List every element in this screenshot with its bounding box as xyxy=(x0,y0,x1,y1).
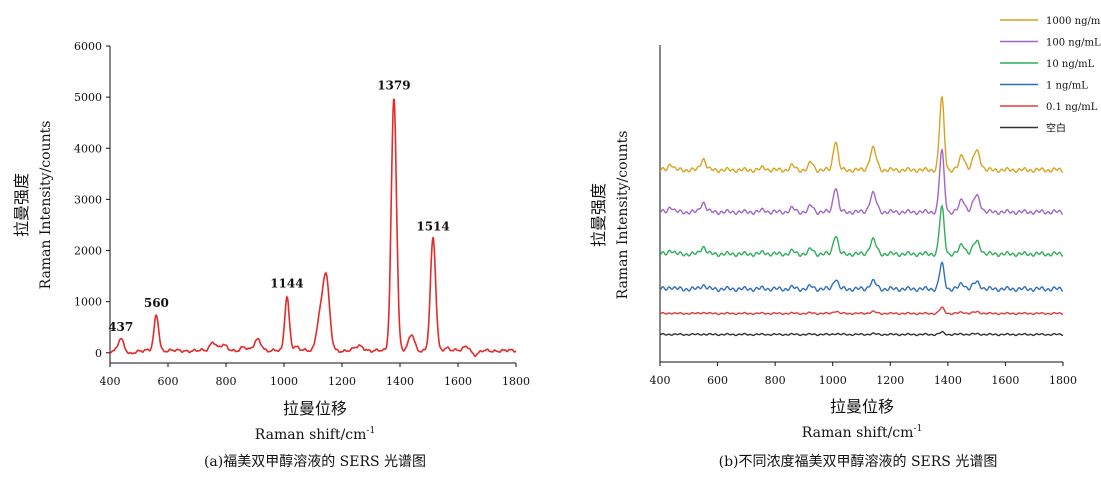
a-peak-label: 1379 xyxy=(377,79,410,93)
a-x-tick-label: 1400 xyxy=(386,375,414,388)
b-x-label-sup: -1 xyxy=(913,424,922,434)
a-y-tick-label: 3000 xyxy=(74,193,102,206)
b-series-line-5 xyxy=(659,330,1064,337)
a-y-label-en: Raman Intensity/counts xyxy=(38,121,54,290)
a-spectrum-line xyxy=(109,98,517,357)
a-x-label-en: Raman shift/cm-1 xyxy=(255,426,375,443)
b-y-label-en: Raman Intensity/counts xyxy=(615,131,631,300)
b-legend-label: 1 ng/mL xyxy=(1046,81,1088,92)
b-y-label-cn: 拉曼强度 xyxy=(589,183,608,247)
b-x-tick-label: 1000 xyxy=(819,374,847,387)
a-peak-label: 1514 xyxy=(416,219,449,233)
b-x-tick-label: 1200 xyxy=(876,374,904,387)
a-peak-label: 560 xyxy=(144,296,169,310)
a-y-tick-label: 6000 xyxy=(74,40,102,53)
b-legend-label: 100 ng/mL xyxy=(1046,38,1101,49)
b-legend-label: 空白 xyxy=(1046,122,1066,135)
b-legend-label: 0.1 ng/mL xyxy=(1046,102,1098,113)
b-x-tick-label: 1600 xyxy=(991,374,1019,387)
b-series-line-1 xyxy=(659,148,1064,216)
b-x-tick-label: 400 xyxy=(650,374,671,387)
b-x-label-cn: 拉曼位移 xyxy=(830,397,894,416)
a-peak-label: 437 xyxy=(108,320,133,334)
b-series-line-2 xyxy=(659,204,1064,258)
a-x-tick-label: 800 xyxy=(216,375,237,388)
a-y-tick-label: 0 xyxy=(95,347,102,360)
a-x-tick-label: 1000 xyxy=(270,375,298,388)
a-y-tick-label: 4000 xyxy=(74,142,102,155)
b-legend-label: 1000 ng/mL xyxy=(1046,16,1101,27)
a-y-tick-label: 1000 xyxy=(74,296,102,309)
a-x-tick-label: 1800 xyxy=(502,375,530,388)
a-y-tick-label: 2000 xyxy=(74,245,102,258)
b-series-line-4 xyxy=(659,306,1064,316)
b-x-tick-label: 600 xyxy=(707,374,728,387)
a-x-label-sup: -1 xyxy=(366,426,375,436)
a-x-tick-label: 1200 xyxy=(328,375,356,388)
a-x-label-cn: 拉曼位移 xyxy=(283,399,347,418)
b-legend-label: 10 ng/mL xyxy=(1046,59,1095,70)
a-y-tick-label: 5000 xyxy=(74,91,102,104)
a-x-tick-label: 1600 xyxy=(444,375,472,388)
b-x-label-en: Raman shift/cm-1 xyxy=(802,424,922,441)
a-peak-label: 1144 xyxy=(270,277,303,291)
b-x-tick-label: 800 xyxy=(765,374,786,387)
a-y-label-cn: 拉曼强度 xyxy=(12,173,31,237)
b-x-tick-label: 1400 xyxy=(934,374,962,387)
b-series-line-3 xyxy=(659,261,1064,293)
b-series-line-0 xyxy=(659,95,1064,174)
a-caption: (a)福美双甲醇溶液的 SERS 光谱图 xyxy=(204,453,426,470)
a-x-tick-label: 600 xyxy=(158,375,179,388)
a-x-tick-label: 400 xyxy=(100,375,121,388)
b-x-tick-label: 1800 xyxy=(1049,374,1077,387)
b-caption: (b)不同浓度福美双甲醇溶液的 SERS 光谱图 xyxy=(719,453,998,470)
